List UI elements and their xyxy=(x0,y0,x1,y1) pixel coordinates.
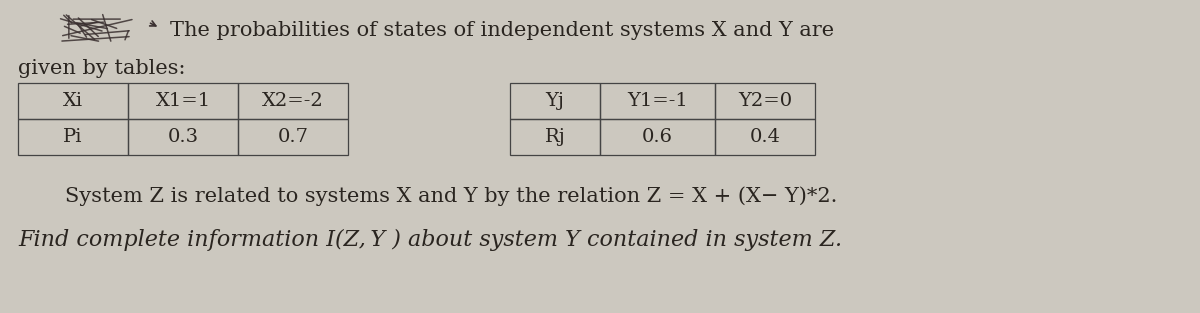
Text: The probabilities of states of independent systems X and Y are: The probabilities of states of independe… xyxy=(170,20,834,39)
Bar xyxy=(600,119,715,155)
Text: given by tables:: given by tables: xyxy=(18,59,186,78)
Bar xyxy=(238,119,348,155)
Bar xyxy=(715,83,815,119)
Text: Yj: Yj xyxy=(546,92,564,110)
Text: Pi: Pi xyxy=(64,128,83,146)
Text: 0.7: 0.7 xyxy=(277,128,308,146)
Text: Rj: Rj xyxy=(545,128,565,146)
Text: 0.3: 0.3 xyxy=(168,128,198,146)
Text: X1=1: X1=1 xyxy=(156,92,210,110)
Bar xyxy=(715,119,815,155)
Bar xyxy=(510,119,600,155)
Text: Y1=-1: Y1=-1 xyxy=(628,92,688,110)
Bar xyxy=(600,83,715,119)
Bar xyxy=(18,119,128,155)
Bar xyxy=(238,83,348,119)
Bar xyxy=(18,83,128,119)
Text: 0.6: 0.6 xyxy=(642,128,673,146)
Text: Y2=0: Y2=0 xyxy=(738,92,792,110)
Bar xyxy=(128,83,238,119)
Text: Find complete information I(Z, Y ) about system Y contained in system Z.: Find complete information I(Z, Y ) about… xyxy=(18,229,842,251)
Bar xyxy=(510,83,600,119)
Text: 0.4: 0.4 xyxy=(750,128,780,146)
Text: System Z is related to systems X and Y by the relation Z = X + (X− Y)*2.: System Z is related to systems X and Y b… xyxy=(65,186,838,206)
Text: X2=-2: X2=-2 xyxy=(262,92,324,110)
Bar xyxy=(128,119,238,155)
Text: Xi: Xi xyxy=(62,92,83,110)
